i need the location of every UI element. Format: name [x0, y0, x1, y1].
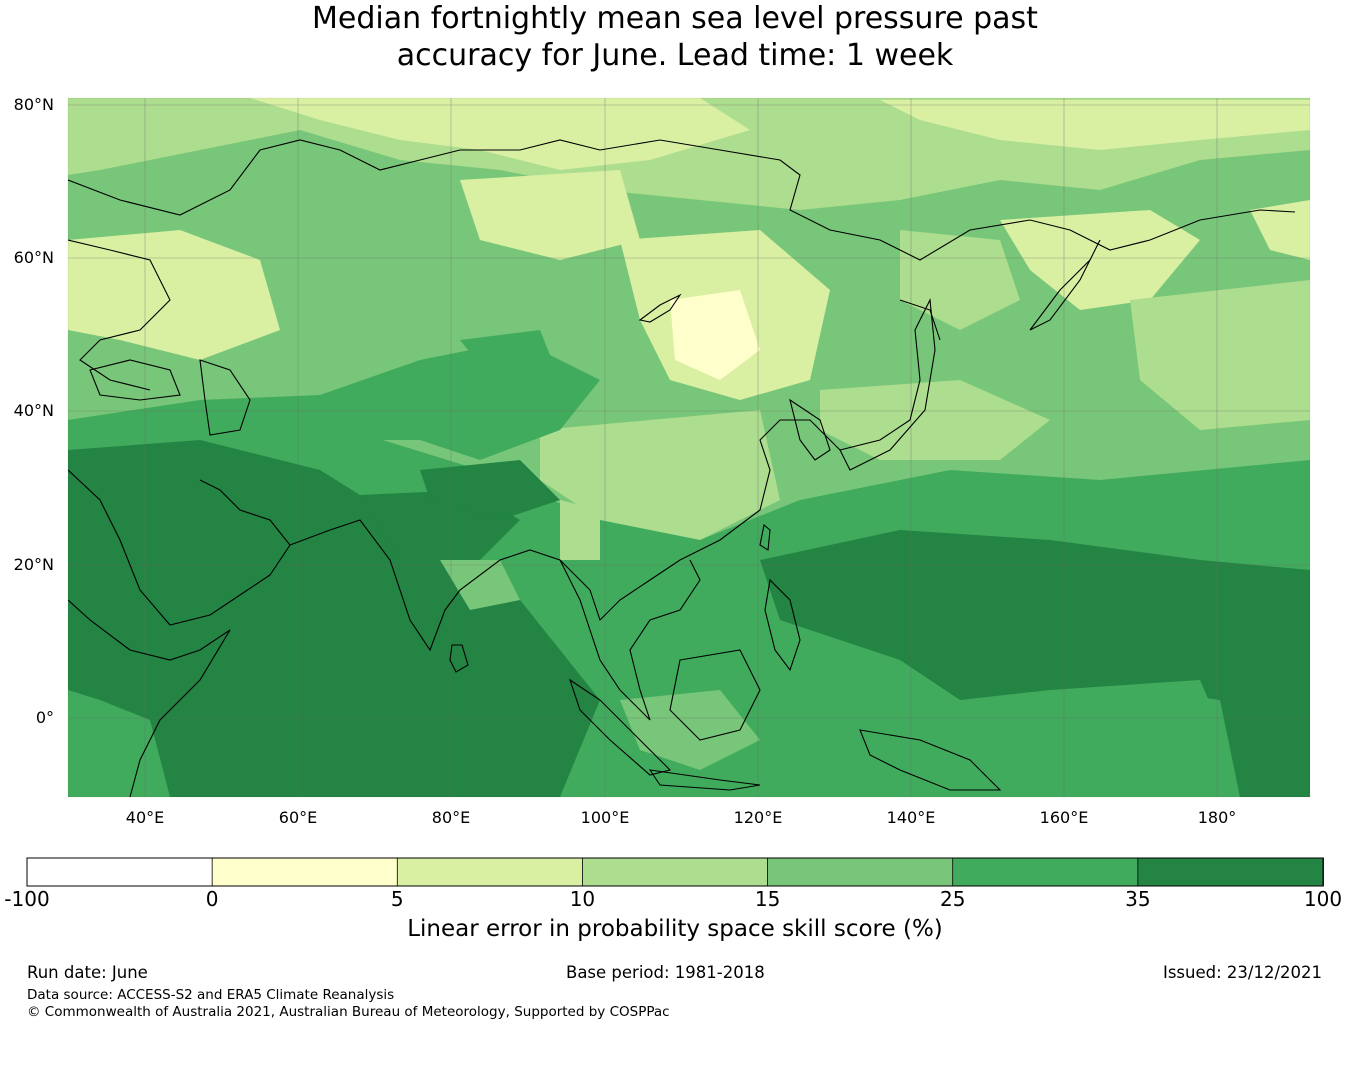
lon-label-160e: 160°E	[1040, 808, 1089, 827]
lat-label-60n: 60°N	[14, 248, 54, 267]
colorbar-label: Linear error in probability space skill …	[407, 916, 943, 942]
colorbar-segment	[26, 857, 214, 887]
colorbar-tick-label: 25	[940, 887, 965, 911]
colorbar-ticks: -100 0 5 10 15 25 35 100	[4, 887, 1342, 911]
colorbar-segment	[1137, 857, 1324, 887]
colorbar-segment	[767, 857, 954, 887]
colorbar-segment	[582, 857, 769, 887]
colorbar-segments	[26, 857, 1324, 887]
colorbar-tick-label: 100	[1304, 887, 1342, 911]
lat-label-40n: 40°N	[14, 401, 54, 420]
colorbar-segment	[396, 857, 584, 887]
lon-label-100e: 100°E	[581, 808, 630, 827]
title-line-2: accuracy for June. Lead time: 1 week	[396, 38, 954, 73]
lon-label-180: 180°	[1198, 808, 1237, 827]
colorbar-segment	[952, 857, 1139, 887]
colorbar-tick-label: -100	[4, 887, 49, 911]
lat-label-80n: 80°N	[14, 95, 54, 114]
skill-field	[68, 98, 1310, 797]
coastlines	[68, 139, 1296, 797]
copyright: © Commonwealth of Australia 2021, Austra…	[27, 1004, 670, 1020]
title-line-1: Median fortnightly mean sea level pressu…	[312, 1, 1038, 36]
colorbar-tick-label: 35	[1125, 887, 1150, 911]
skill-map: 80°N 60°N 40°N 20°N 0° 40°E 60°E 80°E 10…	[14, 95, 1311, 827]
colorbar-tick-label: 5	[391, 887, 404, 911]
lat-label-20n: 20°N	[14, 555, 54, 574]
lon-label-60e: 60°E	[279, 808, 317, 827]
colorbar-segment	[211, 857, 399, 887]
base-period: Base period: 1981-2018	[566, 963, 765, 982]
colorbar-tick-label: 0	[206, 887, 219, 911]
colorbar-tick-label: 15	[755, 887, 780, 911]
lat-label-0: 0°	[36, 708, 54, 727]
lon-label-140e: 140°E	[887, 808, 936, 827]
colorbar-tick-label: 10	[570, 887, 595, 911]
run-date: Run date: June	[27, 963, 148, 982]
lon-label-120e: 120°E	[734, 808, 783, 827]
issued-date: Issued: 23/12/2021	[1162, 963, 1322, 982]
lon-label-80e: 80°E	[432, 808, 470, 827]
data-source: Data source: ACCESS-S2 and ERA5 Climate …	[27, 987, 395, 1003]
lon-label-40e: 40°E	[126, 808, 164, 827]
chart-title: Median fortnightly mean sea level pressu…	[0, 0, 1350, 74]
colorbar: -100 0 5 10 15 25 35 100	[4, 857, 1342, 911]
